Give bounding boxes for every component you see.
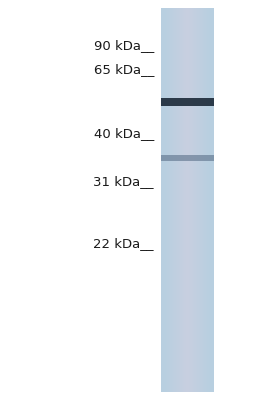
Bar (161, 8, 214, 392)
Bar (183, 8, 192, 392)
Bar (180, 8, 194, 392)
Bar (167, 8, 207, 392)
Bar (170, 8, 204, 392)
Bar (174, 8, 200, 392)
Text: 65 kDa__: 65 kDa__ (94, 64, 154, 76)
Text: 31 kDa__: 31 kDa__ (93, 176, 154, 188)
Bar (182, 8, 193, 392)
Bar (161, 98, 214, 106)
Bar (169, 8, 206, 392)
Bar (186, 8, 189, 392)
Bar (166, 8, 209, 392)
Text: 90 kDa__: 90 kDa__ (94, 40, 154, 52)
Bar (185, 8, 190, 392)
Bar (177, 8, 197, 392)
Bar (176, 8, 199, 392)
Bar (171, 8, 203, 392)
Text: 40 kDa__: 40 kDa__ (94, 128, 154, 140)
Text: 22 kDa__: 22 kDa__ (93, 238, 154, 250)
Bar (173, 8, 201, 392)
Bar (161, 155, 214, 161)
Bar (179, 8, 196, 392)
